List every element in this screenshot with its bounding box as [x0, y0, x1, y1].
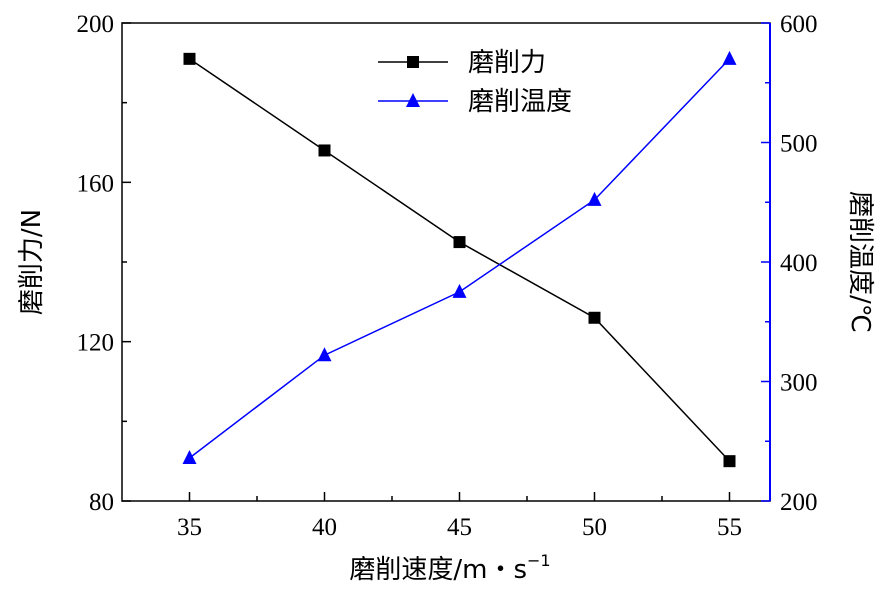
- series-line-temperature: [189, 58, 731, 459]
- x-axis-title: 磨削速度/m・s−1: [349, 551, 550, 585]
- left-y-axis-title: 磨削力/N: [17, 209, 47, 315]
- legend-marker-temperature: [406, 93, 420, 107]
- data-point-temperature: [587, 191, 602, 206]
- legend-marker-force: [407, 56, 419, 68]
- x-axis-title-main: 磨削速度/m・s: [349, 555, 527, 585]
- legend: 磨削力 磨削温度: [378, 48, 572, 117]
- left-y-tick-label: 120: [77, 330, 115, 357]
- right-y-tick-label: 300: [780, 370, 818, 397]
- right-y-tick-label: 200: [780, 489, 818, 516]
- data-point-force: [318, 144, 331, 157]
- x-tick-label: 50: [582, 514, 607, 541]
- series-layer: [182, 50, 737, 468]
- x-tick-label: 45: [447, 514, 472, 541]
- right-y-tick-label: 600: [780, 11, 818, 38]
- x-tick-label: 40: [312, 514, 337, 541]
- data-point-force: [588, 311, 601, 324]
- legend-label-force: 磨削力: [468, 48, 546, 78]
- left-y-tick-label: 80: [89, 489, 114, 516]
- data-point-temperature: [317, 347, 332, 362]
- x-tick-label: 35: [177, 514, 202, 541]
- ticks-layer: 35 40 45 50 55 80 120 160 200 200 300 400 500 600: [77, 11, 818, 541]
- data-point-force: [453, 236, 466, 249]
- legend-label-temperature: 磨削温度: [468, 87, 572, 117]
- data-point-temperature: [182, 449, 197, 464]
- right-y-tick-label: 500: [780, 131, 818, 158]
- left-y-tick-label: 160: [77, 170, 115, 197]
- left-y-tick-label: 200: [77, 11, 115, 38]
- x-axis-title-superscript: −1: [527, 551, 551, 570]
- right-y-axis-title: 磨削温度/℃: [845, 191, 875, 333]
- data-point-force: [183, 52, 196, 65]
- x-tick-label: 55: [717, 514, 742, 541]
- data-point-force: [723, 455, 736, 468]
- data-point-temperature: [452, 283, 467, 298]
- series-line-force: [189, 58, 731, 462]
- data-point-temperature: [722, 50, 737, 65]
- plot-frame: [121, 22, 771, 502]
- right-y-tick-label: 400: [780, 250, 818, 277]
